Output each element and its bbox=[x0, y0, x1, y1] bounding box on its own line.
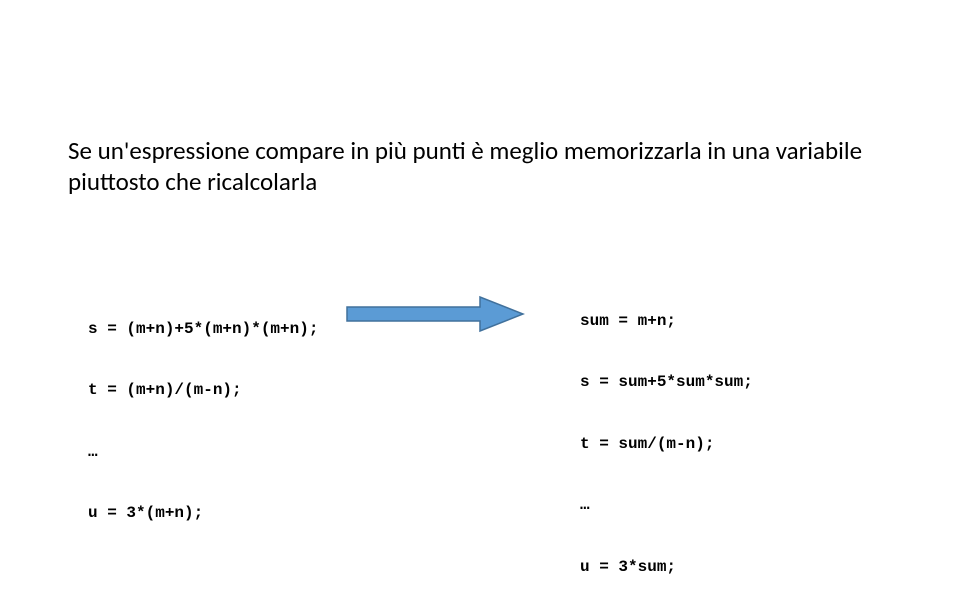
code-line: t = (m+n)/(m-n); bbox=[88, 380, 318, 400]
code-line: sum = m+n; bbox=[580, 311, 753, 331]
arrow-shape bbox=[347, 297, 523, 331]
code-line: … bbox=[88, 442, 318, 462]
code-block-before: s = (m+n)+5*(m+n)*(m+n); t = (m+n)/(m-n)… bbox=[88, 278, 318, 544]
code-line: u = 3*sum; bbox=[580, 557, 753, 577]
code-line: t = sum/(m-n); bbox=[580, 434, 753, 454]
code-line: s = sum+5*sum*sum; bbox=[580, 372, 753, 392]
code-block-after: sum = m+n; s = sum+5*sum*sum; t = sum/(m… bbox=[580, 270, 753, 598]
code-line: … bbox=[580, 495, 753, 515]
slide-title: Se un'espressione compare in più punti è… bbox=[68, 135, 888, 198]
arrow-right-icon bbox=[345, 294, 525, 334]
code-line: s = (m+n)+5*(m+n)*(m+n); bbox=[88, 319, 318, 339]
code-line: u = 3*(m+n); bbox=[88, 503, 318, 523]
